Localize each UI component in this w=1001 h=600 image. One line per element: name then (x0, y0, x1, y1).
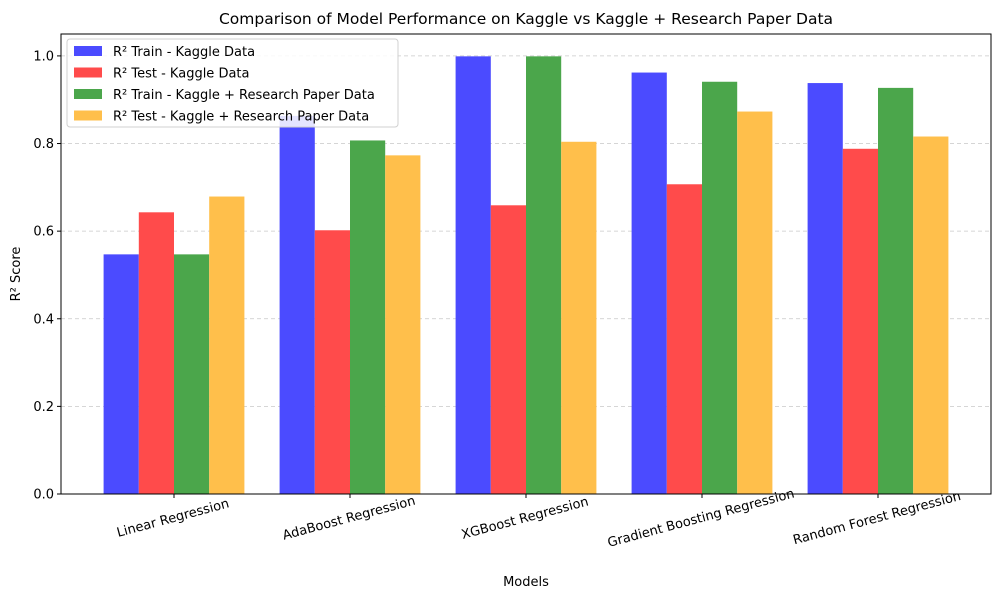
chart-title: Comparison of Model Performance on Kaggl… (219, 10, 833, 28)
bar (842, 148, 878, 494)
bar (138, 212, 174, 495)
bar-series (174, 56, 914, 494)
bar (314, 230, 350, 494)
bar (490, 205, 526, 495)
bar-series (138, 148, 878, 495)
bar (385, 155, 421, 494)
y-tick-label: 0.6 (33, 225, 54, 240)
bar (913, 136, 949, 494)
legend-swatch (74, 67, 102, 78)
legend-swatch (74, 110, 102, 121)
bar (878, 87, 914, 494)
bar (103, 254, 139, 494)
bar-series (209, 111, 949, 495)
bar (702, 81, 738, 494)
y-axis: 0.0 0.2 0.4 0.6 0.8 1.0 (33, 49, 61, 503)
y-axis-label: R² Score (9, 247, 24, 302)
bars (103, 56, 949, 495)
legend-item: R² Train - Kaggle Data (74, 45, 255, 60)
x-tick-label: Random Forest Regression (792, 489, 963, 548)
x-tick-label: Linear Regression (115, 496, 231, 540)
y-tick-label: 0.4 (33, 312, 54, 327)
x-axis: Linear Regression AdaBoost Regression XGBo… (115, 486, 962, 550)
x-tick-label: AdaBoost Regression (281, 494, 417, 544)
legend-item: R² Train - Kaggle + Research Paper Data (74, 88, 375, 103)
y-tick-label: 0.8 (33, 137, 54, 152)
bar (526, 56, 562, 494)
bar (561, 141, 597, 494)
x-tick-label: XGBoost Regression (460, 494, 590, 542)
legend-label: R² Train - Kaggle Data (113, 45, 255, 60)
bar (807, 83, 843, 495)
bar (455, 56, 491, 494)
legend-label: R² Test - Kaggle Data (113, 67, 249, 82)
legend-swatch (74, 89, 102, 99)
bar (350, 140, 386, 494)
y-tick-label: 0.0 (33, 488, 54, 503)
legend-box (66, 38, 399, 128)
x-axis-label: Models (503, 575, 549, 590)
bar (737, 111, 773, 495)
legend-item: R² Test - Kaggle + Research Paper Data (74, 110, 369, 125)
x-tick-label: Gradient Boosting Regression (606, 486, 796, 550)
legend-label: R² Test - Kaggle + Research Paper Data (113, 110, 369, 125)
bar (209, 196, 245, 495)
bar (631, 72, 667, 495)
y-tick-label: 0.2 (33, 400, 54, 415)
bar (174, 254, 210, 494)
legend-item: R² Test - Kaggle Data (74, 67, 249, 82)
y-tick-label: 1.0 (33, 49, 54, 64)
bar (666, 184, 702, 494)
bar-series (103, 56, 843, 495)
bar (279, 115, 315, 494)
legend-swatch (74, 46, 102, 56)
legend-label: R² Train - Kaggle + Research Paper Data (113, 88, 375, 103)
legend: R² Train - Kaggle Data R² Test - Kaggle D… (66, 38, 399, 128)
